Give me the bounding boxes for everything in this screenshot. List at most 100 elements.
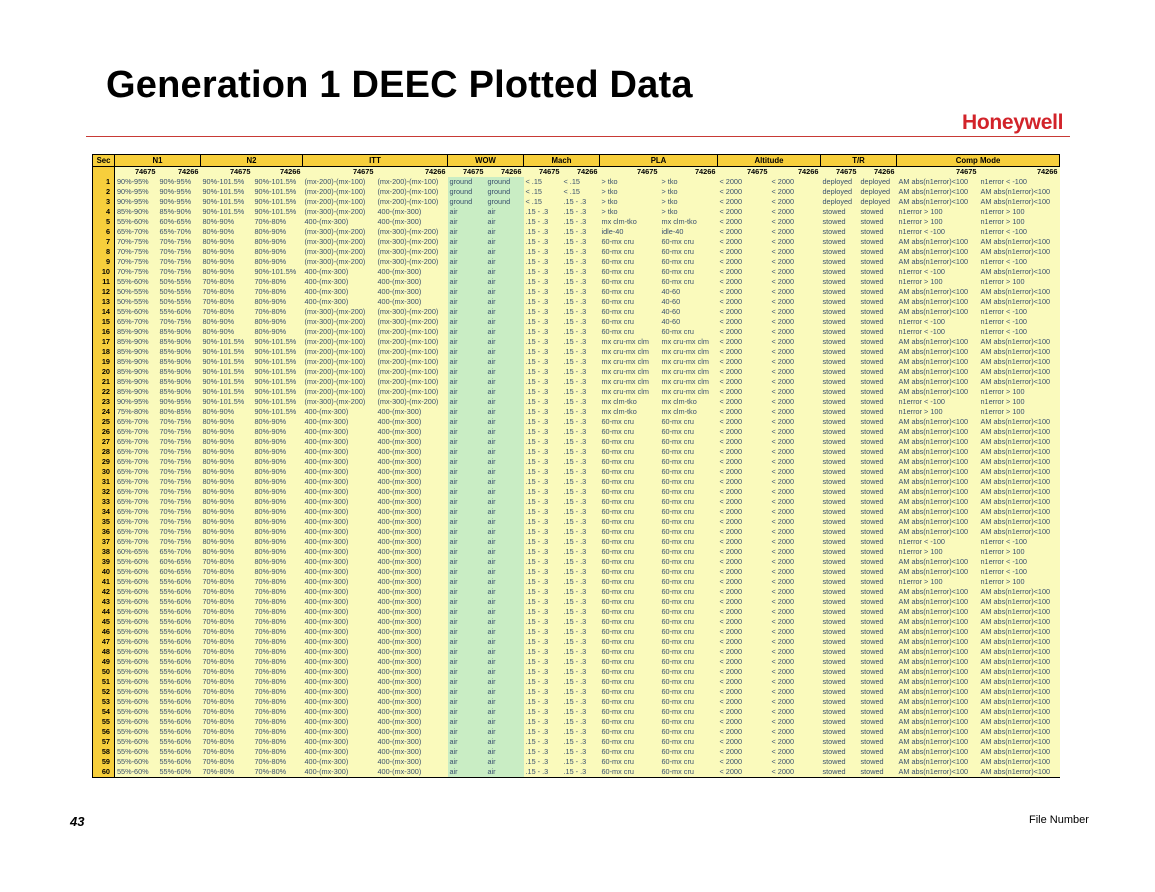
- table-cell: 400-(mx-300): [375, 567, 448, 577]
- table-cell: air: [485, 347, 524, 357]
- table-cell: AM abs(n1error)<100: [896, 427, 979, 437]
- table-cell: (mx-300)-(mx-200): [302, 207, 376, 217]
- table-cell: .15 - .3: [561, 377, 600, 387]
- table-cell: ground: [485, 197, 524, 207]
- table-cell: AM abs(n1error)<100: [978, 467, 1060, 477]
- table-cell: 55%-60%: [114, 687, 158, 697]
- table-cell: .15 - .3: [523, 577, 562, 587]
- table-cell: 65%-70%: [114, 317, 158, 327]
- table-cell: .15 - .3: [523, 437, 562, 447]
- table-cell: 400-(mx-300): [302, 677, 376, 687]
- table-cell: AM abs(n1error)<100: [978, 617, 1060, 627]
- row-sec-number: 52: [92, 687, 115, 697]
- table-cell: 60-mx cru: [659, 587, 718, 597]
- table-cell: < 2000: [769, 207, 821, 217]
- table-cell: mx cru-mx clm: [659, 357, 718, 367]
- table-cell: 55%-60%: [114, 307, 158, 317]
- table-cell: air: [447, 457, 486, 467]
- table-cell: AM abs(n1error)<100: [896, 697, 979, 707]
- table-cell: (mx-300)-(mx-200): [375, 247, 448, 257]
- table-cell: < 2000: [717, 627, 770, 637]
- table-cell: 70%-75%: [157, 427, 201, 437]
- table-cell: 60-mx cru: [659, 627, 718, 637]
- table-cell: .15 - .3: [561, 597, 600, 607]
- table-cell: n1error > 100: [896, 207, 979, 217]
- table-cell: 400-(mx-300): [302, 547, 376, 557]
- table-cell: 400-(mx-300): [375, 487, 448, 497]
- table-cell: stowed: [858, 207, 897, 217]
- table-cell: 80%-90%: [200, 227, 253, 237]
- table-cell: 75%-80%: [114, 407, 158, 417]
- table-cell: stowed: [858, 697, 897, 707]
- table-cell: air: [447, 607, 486, 617]
- table-cell: < 2000: [769, 707, 821, 717]
- table-cell: air: [485, 637, 524, 647]
- table-cell: n1error < -100: [978, 307, 1060, 317]
- table-cell: 400-(mx-300): [375, 707, 448, 717]
- table-cell: .15 - .3: [523, 427, 562, 437]
- row-sec-number: 47: [92, 637, 115, 647]
- table-cell: 400-(mx-300): [302, 427, 376, 437]
- table-cell: air: [485, 207, 524, 217]
- table-cell: 55%-60%: [114, 607, 158, 617]
- table-cell: > tko: [599, 177, 660, 187]
- table-row: 39 55%-60% 60%-65% 70%-80% 80%-90% 400-(mx-30…: [92, 557, 1060, 567]
- table-cell: 400-(mx-300): [375, 547, 448, 557]
- table-cell: stowed: [858, 767, 897, 778]
- table-cell: .15 - .3: [561, 267, 600, 277]
- table-cell: < 2000: [769, 277, 821, 287]
- table-cell: stowed: [820, 537, 859, 547]
- table-cell: .15 - .3: [523, 667, 562, 677]
- table-cell: < 2000: [769, 747, 821, 757]
- table-cell: 70%-80%: [200, 597, 253, 607]
- table-cell: AM abs(n1error)<100: [978, 667, 1060, 677]
- table-cell: 400-(mx-300): [302, 287, 376, 297]
- table-cell: 40-60: [659, 287, 718, 297]
- table-cell: stowed: [820, 387, 859, 397]
- table-cell: 60-mx cru: [599, 637, 660, 647]
- header-tr: T/R: [820, 154, 897, 167]
- table-cell: deployed: [858, 187, 897, 197]
- table-cell: 40-60: [659, 297, 718, 307]
- table-cell: air: [447, 427, 486, 437]
- table-cell: .15 - .3: [523, 717, 562, 727]
- table-cell: 60-mx cru: [659, 687, 718, 697]
- row-sec-number: 7: [92, 237, 115, 247]
- table-cell: < 2000: [769, 587, 821, 597]
- table-cell: < 2000: [717, 177, 770, 187]
- sub-header-cell: 74266: [978, 166, 1060, 177]
- table-cell: .15 - .3: [523, 457, 562, 467]
- table-cell: 60-mx cru: [599, 447, 660, 457]
- table-cell: 60-mx cru: [599, 507, 660, 517]
- table-cell: .15 - .3: [561, 587, 600, 597]
- table-cell: n1error > 100: [896, 547, 979, 557]
- table-cell: stowed: [820, 207, 859, 217]
- table-cell: n1error > 100: [978, 407, 1060, 417]
- table-cell: stowed: [858, 567, 897, 577]
- table-cell: < 2000: [717, 567, 770, 577]
- table-cell: AM abs(n1error)<100: [978, 747, 1060, 757]
- table-cell: stowed: [858, 317, 897, 327]
- table-cell: stowed: [858, 437, 897, 447]
- sub-header-cell: 74266: [157, 166, 201, 177]
- table-cell: 70%-80%: [252, 587, 303, 597]
- table-cell: 70%-80%: [200, 577, 253, 587]
- table-cell: 400-(mx-300): [302, 647, 376, 657]
- table-cell: < 2000: [769, 717, 821, 727]
- table-cell: 60-mx cru: [599, 557, 660, 567]
- table-cell: AM abs(n1error)<100: [978, 757, 1060, 767]
- table-cell: mx clm-tko: [659, 397, 718, 407]
- table-cell: > tko: [659, 207, 718, 217]
- table-cell: < 2000: [717, 267, 770, 277]
- table-cell: 70%-75%: [114, 257, 158, 267]
- table-cell: < 2000: [717, 767, 770, 778]
- table-cell: 60-mx cru: [659, 557, 718, 567]
- table-cell: 60-mx cru: [659, 597, 718, 607]
- table-cell: .15 - .3: [523, 647, 562, 657]
- table-cell: AM abs(n1error)<100: [978, 627, 1060, 637]
- table-cell: AM abs(n1error)<100: [896, 187, 979, 197]
- sub-header-cell: 74675: [717, 166, 770, 177]
- table-row: 30 65%-70% 70%-75% 80%-90% 80%-90% 400-(mx-30…: [92, 467, 1060, 477]
- table-cell: air: [447, 727, 486, 737]
- table-cell: < 2000: [769, 467, 821, 477]
